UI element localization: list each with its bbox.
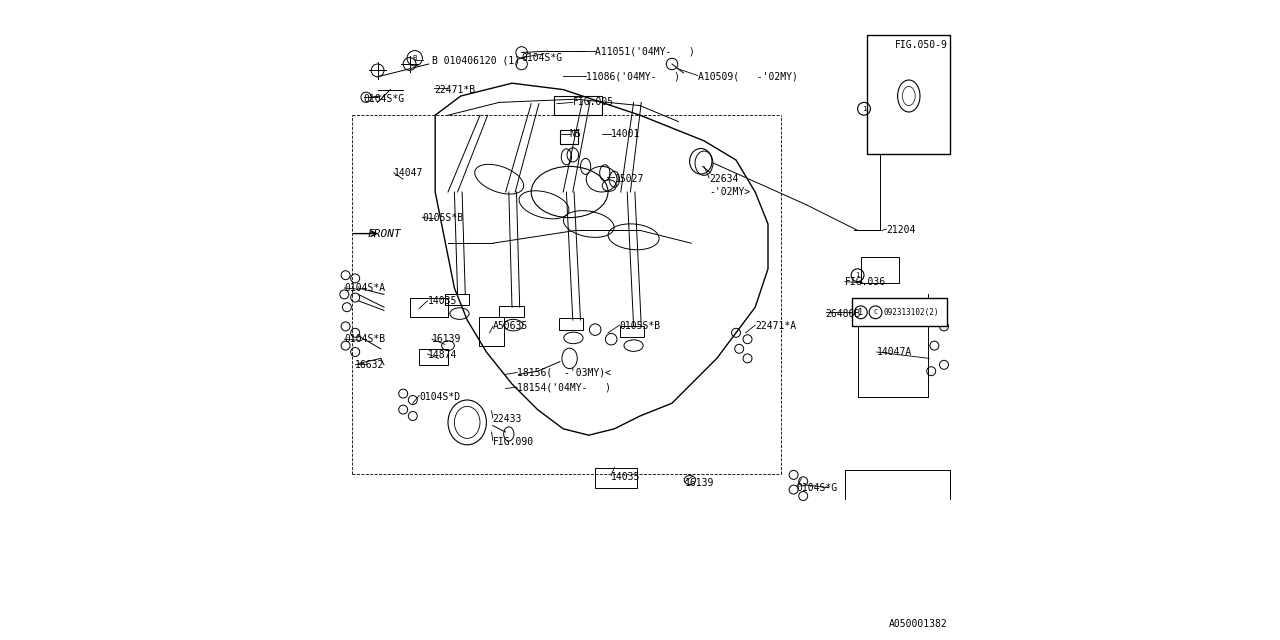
Text: 1: 1 [855,272,860,278]
Text: 0104S*G: 0104S*G [364,94,404,104]
Bar [620,326,644,337]
Text: B: B [412,55,417,61]
Text: 0105S*B: 0105S*B [422,212,463,223]
Bar [554,96,602,115]
Text: 0104S*D: 0104S*D [420,392,461,402]
Text: 1: 1 [859,308,863,317]
Text: A050001382: A050001382 [888,619,947,629]
Text: C: C [873,309,878,316]
Text: 22471*A: 22471*A [755,321,796,332]
Text: -'02MY>: -'02MY> [709,187,750,197]
Text: NS: NS [570,129,581,140]
Text: 092313102(2): 092313102(2) [883,308,938,317]
Bar [445,294,470,305]
Text: 1: 1 [861,106,867,112]
Text: A10509(   -'02MY): A10509( -'02MY) [698,72,797,82]
Bar [868,35,951,154]
Bar [420,349,448,365]
Text: 22433: 22433 [493,414,522,424]
Bar [852,298,947,326]
Text: A50635: A50635 [493,321,529,332]
Text: A11051('04MY-   ): A11051('04MY- ) [595,46,695,56]
Bar [561,130,579,144]
Text: FRONT: FRONT [369,228,402,239]
Text: FIG.005: FIG.005 [573,97,614,108]
Text: 21204: 21204 [886,225,915,236]
Text: 18156(  -'03MY)<: 18156( -'03MY)< [517,367,611,378]
Text: 0104S*G: 0104S*G [522,52,563,63]
Text: 16139: 16139 [685,478,714,488]
Text: 0104S*A: 0104S*A [344,283,385,293]
Text: 14035: 14035 [612,472,640,482]
Text: B 010406120 (1): B 010406120 (1) [433,56,520,66]
Bar [499,306,524,317]
Text: 0104S*G: 0104S*G [796,483,838,493]
Text: 16632: 16632 [356,360,384,370]
Text: 14047A: 14047A [877,347,913,357]
Text: FIG.050-9: FIG.050-9 [895,40,947,50]
Text: 14047: 14047 [394,168,422,178]
Text: 26486B: 26486B [826,308,861,319]
Text: 16139: 16139 [433,334,461,344]
Text: FIG.036: FIG.036 [845,276,886,287]
Text: FIG.090: FIG.090 [493,436,534,447]
Text: 14001: 14001 [612,129,640,140]
Bar [559,318,584,330]
Bar [595,468,637,488]
Bar [479,317,504,346]
Text: 18154('04MY-   ): 18154('04MY- ) [517,382,611,392]
Text: 11086('04MY-   ): 11086('04MY- ) [585,72,680,82]
Text: 15027: 15027 [614,174,644,184]
Text: 14035: 14035 [428,296,457,306]
Text: 22471*B: 22471*B [434,84,475,95]
Bar [410,298,448,317]
Text: 0104S*B: 0104S*B [344,334,385,344]
Text: 0105S*B: 0105S*B [620,321,660,332]
Bar [860,257,900,283]
Text: 22634: 22634 [709,174,739,184]
Text: 14874: 14874 [428,350,457,360]
